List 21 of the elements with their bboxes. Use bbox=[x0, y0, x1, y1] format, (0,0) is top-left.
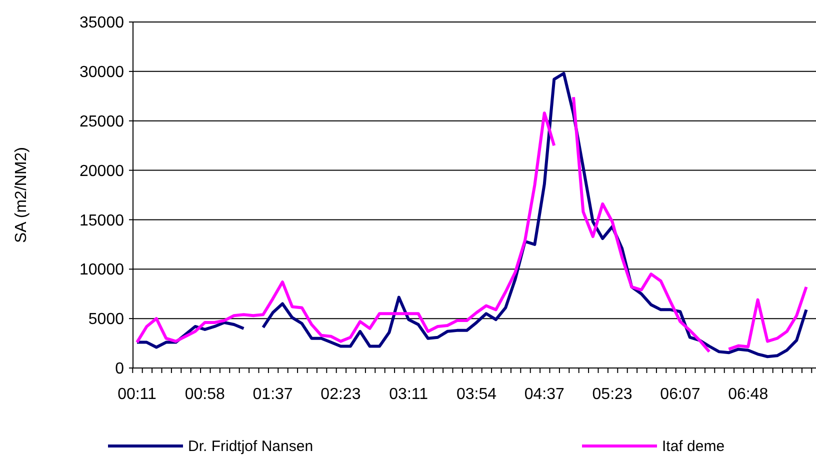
x-tick-label: 06:48 bbox=[728, 386, 768, 403]
y-axis-title: SA (m2/NM2) bbox=[13, 146, 30, 244]
x-tick-label: 05:23 bbox=[592, 386, 632, 403]
legend-label: Dr. Fridtjof Nansen bbox=[188, 438, 314, 455]
y-tick-label: 5000 bbox=[88, 311, 124, 328]
x-tick-label: 00:58 bbox=[184, 386, 226, 403]
x-tick-label: 02:23 bbox=[320, 386, 361, 403]
y-tick-label: 25000 bbox=[80, 113, 124, 130]
y-tick-label: 20000 bbox=[80, 162, 124, 180]
legend-label: Itaf deme bbox=[662, 438, 725, 455]
y-tick-label: 15000 bbox=[80, 212, 124, 230]
x-tick-label: 06:07 bbox=[660, 386, 700, 403]
x-tick-label: 04:37 bbox=[524, 386, 565, 403]
x-tick-label: 03:54 bbox=[456, 386, 497, 403]
y-tick-label: 30000 bbox=[80, 64, 124, 82]
x-tick-label: 03:11 bbox=[389, 386, 428, 403]
x-tick-label: 00:11 bbox=[118, 386, 157, 403]
y-tick-label: 0 bbox=[115, 360, 124, 378]
y-tick-label: 10000 bbox=[80, 262, 124, 279]
y-tick-label: 35000 bbox=[80, 14, 124, 32]
x-tick-label: 01:37 bbox=[252, 386, 293, 403]
